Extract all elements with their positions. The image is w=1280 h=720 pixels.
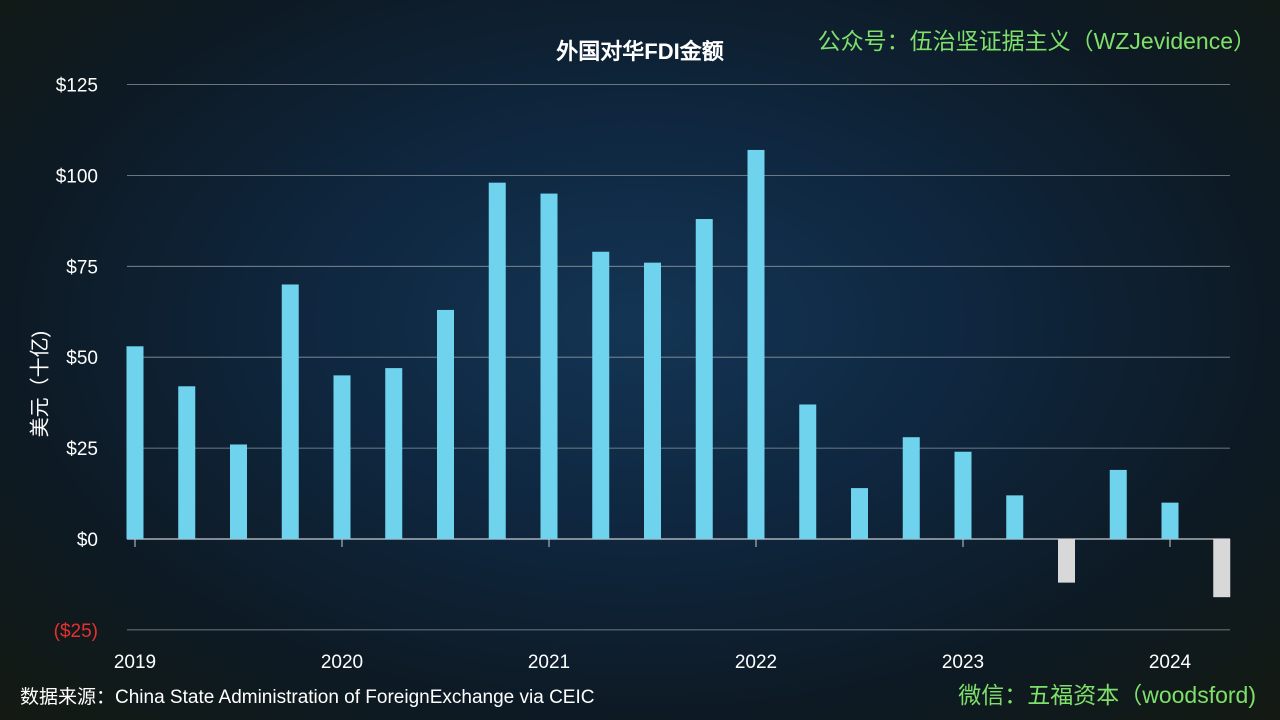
y-tick-label: $50 (66, 348, 98, 369)
bar-2021Q3 (644, 262, 661, 539)
bar-2023Q3 (1058, 539, 1075, 583)
source-note: 数据来源：China State Administration of Forei… (20, 687, 595, 708)
x-tick-label: 2020 (321, 652, 363, 673)
y-tick-label: $25 (66, 439, 98, 460)
bar-2024Q1 (1161, 502, 1179, 539)
bar-2023Q1 (954, 451, 972, 539)
bar-2023Q4 (1109, 469, 1127, 539)
bar-2019Q1 (126, 346, 144, 539)
bar-2020Q2 (385, 368, 403, 539)
x-tick-label: 2021 (528, 652, 570, 673)
bar-2022Q3 (851, 488, 868, 539)
bar-2021Q1 (540, 193, 558, 539)
bar-2020Q1 (333, 375, 351, 539)
bar-2019Q4 (281, 284, 299, 539)
bar-2019Q2 (178, 386, 196, 539)
y-tick-label: $100 (56, 166, 98, 187)
bar-2020Q3 (437, 309, 454, 539)
bar-2022Q4 (902, 437, 920, 539)
y-tick-label: ($25) (54, 621, 98, 642)
y-tick-label: $125 (56, 76, 98, 97)
bar-2022Q1 (747, 149, 765, 539)
x-tick-label: 2022 (735, 652, 777, 673)
bar-2024Q2 (1213, 539, 1231, 598)
x-tick-label: 2023 (942, 652, 984, 673)
watermark-bottom: 微信：五福资本（woodsford) (958, 682, 1256, 708)
bar-2020Q4 (488, 182, 506, 539)
bar-2021Q2 (592, 251, 610, 540)
bar-2022Q2 (799, 404, 817, 539)
bar-2021Q4 (695, 219, 713, 540)
watermark-top: 公众号：伍治坚证据主义（WZJevidence） (817, 28, 1256, 54)
x-tick-label: 2019 (114, 652, 156, 673)
bar-2019Q3 (230, 444, 247, 539)
x-tick-label: 2024 (1149, 652, 1192, 673)
bar-2023Q2 (1006, 495, 1024, 539)
y-tick-label: $0 (77, 530, 98, 551)
y-tick-label: $75 (66, 257, 98, 278)
chart-title: 外国对华FDI金额 (556, 39, 724, 64)
